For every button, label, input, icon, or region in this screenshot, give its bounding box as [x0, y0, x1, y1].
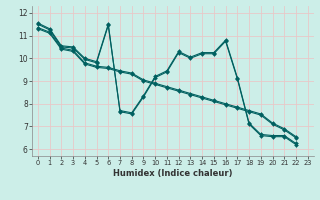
X-axis label: Humidex (Indice chaleur): Humidex (Indice chaleur): [113, 169, 233, 178]
